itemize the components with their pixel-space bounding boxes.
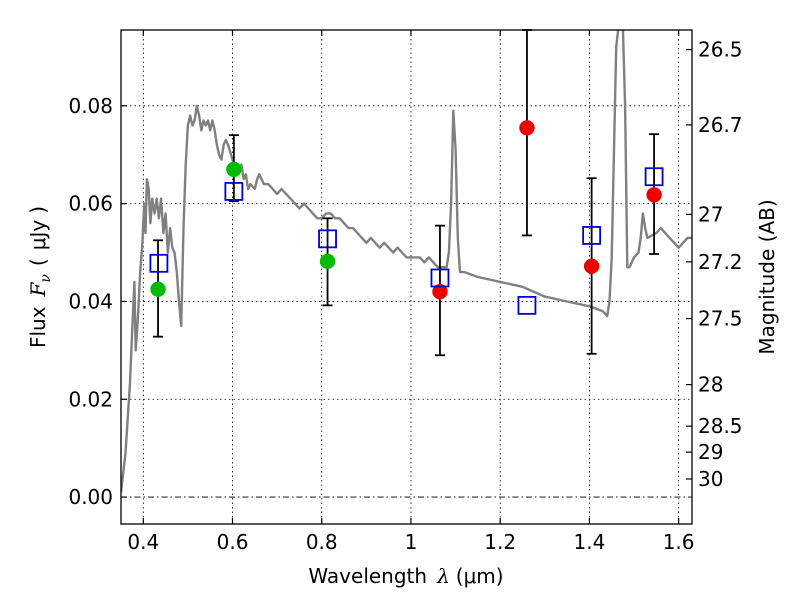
y-axis-label-close-paren: ) xyxy=(26,206,50,214)
right-tick-label: 26.5 xyxy=(698,38,743,62)
y-tick-label: 0.00 xyxy=(68,485,113,509)
blue-square-marker xyxy=(318,229,337,249)
x-tick-label: 0.4 xyxy=(127,530,159,554)
right-tick-label: 27.2 xyxy=(698,250,743,274)
tick-layer: 0.4 0.6 0.8 1 1.2 1.4 1.6 0.00 0.02 0.04 0.06 0.08 2… xyxy=(68,30,743,554)
right-tick-label: 27.5 xyxy=(698,307,743,331)
red-point-marker xyxy=(646,187,662,203)
right-tick-label: 30 xyxy=(698,467,723,491)
x-axis-label-symbol: λ xyxy=(436,564,450,588)
y-axis-label-open-paren: ( xyxy=(26,258,50,266)
blue-square-marker xyxy=(644,167,664,187)
x-axis-label-text: Wavelength xyxy=(308,564,427,588)
red-point-marker xyxy=(583,258,600,274)
model-spectrum-layer xyxy=(121,30,692,493)
red-point-marker xyxy=(432,283,448,300)
x-tick-label: 1 xyxy=(405,530,418,554)
model-spectrum-line xyxy=(121,30,692,493)
right-tick-label: 29 xyxy=(698,440,723,464)
right-tick-label: 27 xyxy=(698,202,723,226)
x-tick-label: 1.2 xyxy=(484,530,516,554)
y-tick-label: 0.06 xyxy=(68,192,113,216)
plot-frame xyxy=(120,29,693,525)
y-tick-label: 0.04 xyxy=(68,289,113,313)
blue-square-marker xyxy=(224,182,244,201)
right-tick-label: 26.7 xyxy=(698,113,743,137)
green-point-marker xyxy=(150,281,166,297)
y-axis-label-unit: μJy xyxy=(26,220,50,251)
grid xyxy=(121,30,692,524)
marker-layer xyxy=(149,120,664,315)
blue-square-marker xyxy=(430,268,450,288)
blue-square-marker xyxy=(149,253,169,273)
y-axis-label-text: Flux xyxy=(26,306,50,348)
y-tick-label: 0.02 xyxy=(68,387,113,411)
x-tick-label: 0.6 xyxy=(217,530,249,554)
red-point-marker xyxy=(519,120,535,136)
green-point-marker xyxy=(226,161,242,178)
y-tick-label: 0.08 xyxy=(68,94,113,118)
right-axis-label: Magnitude (AB) xyxy=(755,199,779,354)
right-tick-label: 28 xyxy=(698,373,723,397)
blue-square-marker xyxy=(517,295,537,315)
x-axis-label: Wavelength λ (μm) xyxy=(308,564,503,588)
x-axis-label-unit: (μm) xyxy=(456,564,504,588)
right-tick-label: 28.5 xyxy=(698,414,743,438)
green-point-marker xyxy=(319,253,336,270)
y-axis-label-subscript: ν xyxy=(38,274,54,283)
y-axis-label-symbol: F xyxy=(26,281,50,297)
y-axis-label: Flux Fν ( μJy) xyxy=(26,206,54,348)
blue-square-marker xyxy=(582,226,602,245)
x-tick-label: 1.4 xyxy=(573,530,605,554)
x-tick-label: 1.6 xyxy=(663,530,695,554)
x-tick-label: 0.8 xyxy=(306,530,338,554)
